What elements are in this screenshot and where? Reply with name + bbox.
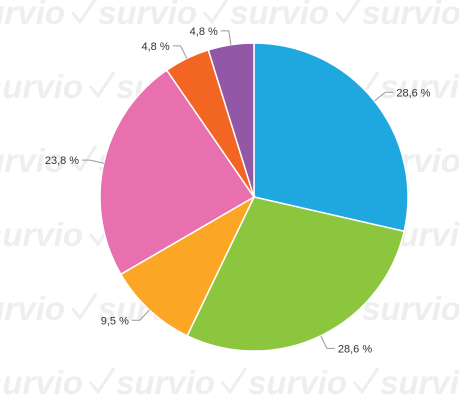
watermark-tile: survio bbox=[0, 0, 65, 31]
data-label: 9,5 % bbox=[101, 315, 129, 327]
watermark-tile: survio bbox=[0, 216, 83, 253]
watermark-tile: survio bbox=[220, 364, 347, 401]
watermark-tile: survio bbox=[0, 142, 65, 179]
label-leader-line bbox=[320, 335, 335, 349]
watermark-text: survio bbox=[0, 68, 83, 105]
watermark-check-icon bbox=[88, 71, 116, 99]
label-leader-line bbox=[82, 159, 104, 164]
pie-slice bbox=[99, 69, 256, 276]
watermark-tile: survio bbox=[88, 364, 215, 401]
watermark-tile: survio bbox=[0, 68, 83, 105]
watermark-tile: survio bbox=[352, 364, 459, 401]
watermark-check-icon bbox=[202, 0, 229, 25]
watermark-text: survio bbox=[0, 290, 65, 327]
watermark-text: survio bbox=[380, 364, 459, 401]
watermark-check-icon bbox=[70, 145, 98, 173]
data-label: 4,8 % bbox=[190, 26, 218, 38]
watermark-tile: survio bbox=[202, 0, 329, 31]
data-labels: 28,6 % 28,6 % 9,5 % 23,8 % 4,8 % 4,8 % bbox=[45, 26, 431, 355]
watermark-text: survio bbox=[116, 364, 215, 401]
watermark-text: survio bbox=[0, 142, 65, 179]
watermark-check-icon bbox=[70, 0, 97, 25]
watermark-text: survio bbox=[230, 0, 329, 31]
watermark-tile: survio bbox=[0, 364, 83, 401]
watermark-tile: survio bbox=[70, 0, 197, 31]
label-leader-line bbox=[374, 91, 394, 102]
label-leader-line bbox=[172, 45, 188, 59]
watermark-tile: survio bbox=[0, 290, 65, 327]
data-label: 23,8 % bbox=[45, 155, 79, 167]
pie-slice bbox=[207, 42, 255, 198]
watermark-text: survio bbox=[362, 290, 459, 327]
watermark-text: survio bbox=[0, 216, 83, 253]
label-leader-line bbox=[131, 309, 150, 321]
pie-slices bbox=[99, 42, 409, 352]
watermark-text: survio bbox=[248, 364, 347, 401]
watermark-text: survio bbox=[0, 0, 65, 31]
watermark-text: survio bbox=[380, 68, 459, 105]
watermark-text: survio bbox=[98, 0, 197, 31]
pie-slice bbox=[119, 195, 256, 337]
data-label: 28,6 % bbox=[338, 343, 372, 355]
watermark-check-icon bbox=[352, 367, 380, 395]
watermark-text: survio bbox=[0, 364, 83, 401]
pie-slice bbox=[253, 42, 409, 233]
data-label: 4,8 % bbox=[141, 41, 169, 53]
watermark-check-icon bbox=[334, 0, 361, 25]
watermark-check-icon bbox=[88, 367, 116, 395]
watermark-tile: survio bbox=[334, 0, 459, 31]
label-leader-line bbox=[220, 30, 232, 45]
watermark-check-icon bbox=[70, 293, 98, 321]
watermark-text: survio bbox=[362, 0, 459, 31]
pie-slice bbox=[186, 196, 406, 352]
label-leaders bbox=[82, 30, 394, 349]
data-label: 28,6 % bbox=[396, 87, 430, 99]
watermark-check-icon bbox=[220, 367, 248, 395]
